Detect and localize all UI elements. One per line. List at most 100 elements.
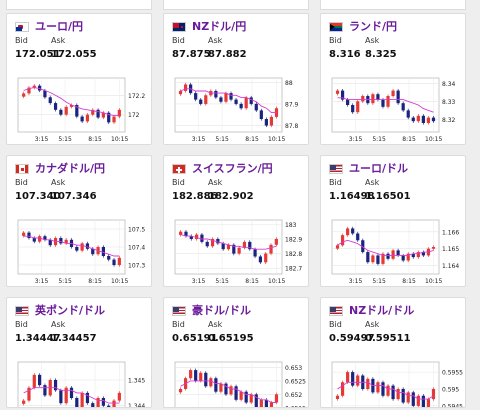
candle	[346, 228, 350, 236]
candle	[224, 93, 228, 102]
candle	[59, 109, 63, 115]
candle	[242, 241, 247, 248]
rate-card[interactable]: 英ポンド/ドルBid1.34447Ask1.344571.3451.3443:1…	[6, 297, 152, 408]
candle	[112, 116, 116, 123]
currency-pair-link[interactable]: 英ポンド/ドル	[35, 304, 106, 317]
y-tick-label: 107.4	[128, 245, 145, 252]
ask-label: Ask	[365, 36, 380, 45]
candle	[195, 234, 199, 239]
candle	[264, 119, 268, 126]
candle	[259, 110, 263, 120]
candle	[107, 256, 111, 260]
y-tick-label: 182.8	[285, 251, 302, 258]
x-tick-label: 8:15	[402, 136, 416, 143]
rate-card[interactable]: カナダドル/円 Bid 107.340 Ask 107.346 107.5 107.4 107…	[6, 155, 152, 287]
currency-pair-link[interactable]: ランド/円	[349, 20, 398, 33]
candle	[214, 90, 218, 98]
candle	[22, 232, 26, 236]
bid-value: 8.316	[329, 49, 361, 60]
currency-pair-link[interactable]: カナダドル/円	[35, 162, 106, 175]
candle	[107, 405, 111, 407]
candle	[356, 101, 360, 113]
candle	[27, 87, 31, 94]
candle	[38, 85, 42, 91]
candle	[75, 105, 79, 117]
moving-average-line	[23, 387, 120, 404]
candle	[38, 236, 42, 242]
nz-flag-icon	[172, 22, 186, 32]
rate-chart[interactable]: 1.166 1.165 1.164 3:15 5:15 8:15 10:15	[321, 212, 466, 287]
candle	[340, 90, 345, 100]
us-au-flag-icon	[172, 306, 186, 316]
candle	[53, 103, 58, 110]
rate-card[interactable]: 豪ドル/ドル Bid 0.65191 Ask 0.65195 0.653 0.6525 0.6…	[163, 297, 309, 408]
ask-value: 0.59511	[365, 333, 411, 344]
moving-average-line	[180, 88, 277, 114]
rate-chart[interactable]: 107.5 107.4 107.3 3:15 5:15 8:15 10:15	[7, 212, 152, 287]
candle	[406, 110, 410, 118]
moving-average-line	[23, 235, 120, 257]
bid-value: 0.59497	[329, 333, 375, 344]
rate-chart[interactable]: 88 87.9 87.8 3:15 5:15 8:15 10:15	[164, 70, 309, 145]
ca-flag-icon	[15, 164, 29, 174]
y-tick-label: 0.6525	[285, 378, 306, 385]
candle	[269, 402, 274, 407]
candle	[274, 238, 278, 245]
candle	[96, 109, 100, 118]
candle	[101, 112, 105, 118]
rate-chart[interactable]: 183 182.9 182.8 182.7 3:15 5:15 8:15 10:15	[164, 212, 309, 287]
candle	[239, 103, 243, 109]
currency-pair-link[interactable]: スイスフラン/円	[192, 162, 273, 175]
rate-card[interactable]: ランド/円 Bid 8.316 Ask 8.325 8.34 8.33 8.32 3:15 5:1…	[320, 13, 466, 145]
candle	[80, 116, 84, 122]
x-tick-label: 8:15	[88, 136, 102, 143]
rate-card[interactable]: NZドル/円 Bid 87.875 Ask 87.882 88 87.9 87.8 3:15 5:…	[163, 13, 309, 145]
y-tick-label: 0.6515	[285, 405, 306, 408]
x-tick-label: 5:15	[215, 278, 229, 285]
y-tick-label: 0.652	[285, 392, 302, 399]
y-tick-label: 0.5945	[442, 403, 463, 408]
currency-pair-link[interactable]: ユーロ/円	[35, 20, 84, 33]
rate-chart[interactable]: 172.2 172 3:15 5:15 8:15 10:15	[7, 70, 152, 145]
candle	[381, 99, 385, 107]
rate-card[interactable]: ユーロ/ドル Bid 1.16498 Ask 1.16501 1.166 1.165 1.16…	[320, 155, 466, 287]
candle	[85, 114, 90, 122]
rate-card[interactable]: NZドル/ドル Bid 0.59497 Ask 0.59511 0.5955 0.595 0.…	[320, 297, 466, 408]
y-tick-label: 8.32	[442, 117, 456, 124]
candle	[254, 394, 258, 407]
us-eu-flag-icon	[329, 164, 343, 174]
currency-pair-link[interactable]: 豪ドル/ドル	[192, 304, 252, 317]
candle	[209, 378, 213, 387]
currency-pair-link[interactable]: NZドル/ドル	[349, 304, 415, 317]
ask-value: 1.34457	[51, 333, 97, 344]
candle	[210, 238, 215, 247]
currency-pair-link[interactable]: ユーロ/ドル	[349, 162, 409, 175]
candle	[431, 247, 436, 249]
candle	[48, 97, 52, 104]
candle	[27, 387, 31, 401]
rate-card[interactable]: ユーロ/円 Bid 172.051 Ask 172.055 172.2 172 3:15 5:1…	[6, 13, 152, 145]
y-tick-label: 87.8	[285, 123, 299, 130]
candle	[91, 403, 95, 407]
x-tick-label: 5:15	[58, 136, 72, 143]
candle	[371, 94, 375, 104]
candle	[194, 93, 198, 100]
candle	[22, 400, 26, 404]
candle	[80, 392, 84, 407]
rate-card[interactable]: スイスフラン/円 Bid 182.886 Ask 182.902 183 182.9 182.…	[163, 155, 309, 287]
candle	[376, 94, 380, 100]
x-tick-label: 8:15	[88, 278, 102, 285]
candle	[381, 382, 385, 396]
candle	[117, 109, 121, 117]
candle	[335, 245, 340, 249]
rate-chart[interactable]: 8.34 8.33 8.32 3:15 5:15 8:15 10:15	[321, 70, 466, 145]
x-tick-label: 3:15	[349, 278, 363, 285]
candle	[226, 244, 231, 250]
za-flag-icon	[329, 22, 343, 32]
bid-value: 172.051	[15, 49, 61, 60]
currency-pair-link[interactable]: NZドル/円	[192, 20, 247, 33]
candle	[85, 392, 90, 404]
